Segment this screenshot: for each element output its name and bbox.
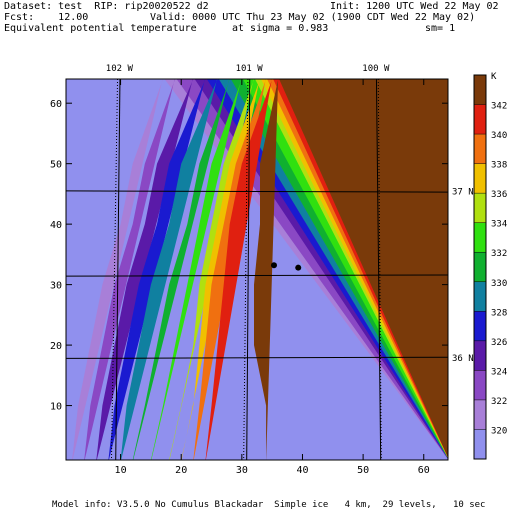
colorbar-label: 326 — [491, 338, 507, 348]
colorbar-unit: K — [491, 72, 497, 82]
parallel-line — [66, 356, 448, 359]
longitude-label: 100 W — [362, 64, 390, 74]
axes: 10 20 30 40 50 60 10 20 30 40 50 60 — [50, 79, 448, 476]
y-tick-label: 50 — [50, 160, 62, 171]
y-tick-label: 10 — [50, 402, 62, 413]
border-line — [115, 79, 121, 460]
colorbar-label: 320 — [491, 426, 507, 436]
y-tick-label: 60 — [50, 99, 62, 110]
x-tick-label: 20 — [175, 465, 187, 476]
meridian-line — [110, 79, 119, 460]
colorbar-label: 342 — [491, 102, 507, 112]
latitude-label: 36 N — [452, 354, 474, 364]
colorbar-label: 340 — [491, 131, 507, 141]
sm-label: sm= 1 — [425, 23, 456, 34]
header: Dataset: test RIP: rip20020522 d2 Init: … — [0, 0, 512, 40]
colorbar-swatch — [474, 163, 486, 194]
colorbar-swatch — [474, 222, 486, 253]
forecast-label: Fcst: 12.00 — [4, 12, 89, 23]
border-line — [375, 79, 382, 460]
colorbar-label: 332 — [491, 249, 507, 259]
colorbar-frame — [473, 74, 487, 460]
colorbar-label: 324 — [491, 367, 507, 377]
longitude-label: 101 W — [236, 64, 264, 74]
meridian-line — [377, 79, 382, 460]
colorbar-label: 328 — [491, 308, 507, 318]
dataset-label: Dataset: test RIP: rip20020522 d2 — [4, 1, 209, 12]
x-tick-label: 50 — [357, 465, 369, 476]
init-label: Init: 1200 UTC Wed 22 May 02 — [330, 1, 499, 12]
parallel-line — [66, 274, 448, 277]
colorbar-swatch — [474, 370, 486, 400]
colorbar-swatch — [474, 193, 486, 223]
y-tick-label: 30 — [50, 281, 62, 292]
x-tick-label: 60 — [418, 465, 430, 476]
station-point — [295, 264, 302, 271]
x-tick-label: 40 — [296, 465, 308, 476]
colorbar-swatch — [474, 399, 486, 430]
colorbar-swatch — [474, 104, 486, 135]
colorbar: K 320 322 324 326 328 330 332 334 336 338 340 342 — [473, 72, 507, 460]
field-label: Equivalent potential temperature — [4, 23, 197, 34]
model-info: Model info: V3.5.0 No Cumulus Blackadar … — [52, 500, 486, 510]
colorbar-swatch — [474, 134, 486, 164]
parallel-line — [66, 190, 448, 193]
colorbar-swatch — [474, 429, 486, 459]
meridian-lines — [110, 79, 382, 460]
x-tick-label: 30 — [236, 465, 248, 476]
band-342-344 — [254, 79, 448, 460]
colorbar-label: 338 — [491, 161, 507, 171]
colorbar-swatch — [474, 340, 486, 371]
heatmap-bands — [66, 79, 448, 460]
geo-labels: 102 W 101 W 100 W 37 N 36 N — [106, 64, 474, 364]
station-points — [270, 262, 302, 271]
colorbar-swatch — [474, 281, 486, 312]
meridian-line — [243, 79, 249, 460]
colorbar-label: 334 — [491, 220, 507, 230]
y-tick-label: 20 — [50, 341, 62, 352]
parallel-lines — [66, 190, 448, 359]
colorbar-swatch — [474, 75, 486, 105]
latitude-label: 37 N — [452, 187, 474, 197]
y-tick-label: 40 — [50, 220, 62, 231]
colorbar-label: 330 — [491, 279, 507, 289]
x-tick-label: 10 — [115, 465, 127, 476]
longitude-label: 102 W — [106, 64, 134, 74]
border-line — [246, 79, 251, 460]
colorbar-label: 336 — [491, 190, 507, 200]
plot-frame — [65, 78, 449, 461]
sigma-label: at sigma = 0.983 — [232, 23, 329, 34]
colorbar-swatch — [474, 252, 486, 282]
colorbar-label: 322 — [491, 397, 507, 407]
valid-label: Valid: 0000 UTC Thu 23 May 02 (1900 CDT … — [150, 12, 476, 23]
station-point — [270, 262, 277, 269]
colorbar-swatch — [474, 311, 486, 341]
